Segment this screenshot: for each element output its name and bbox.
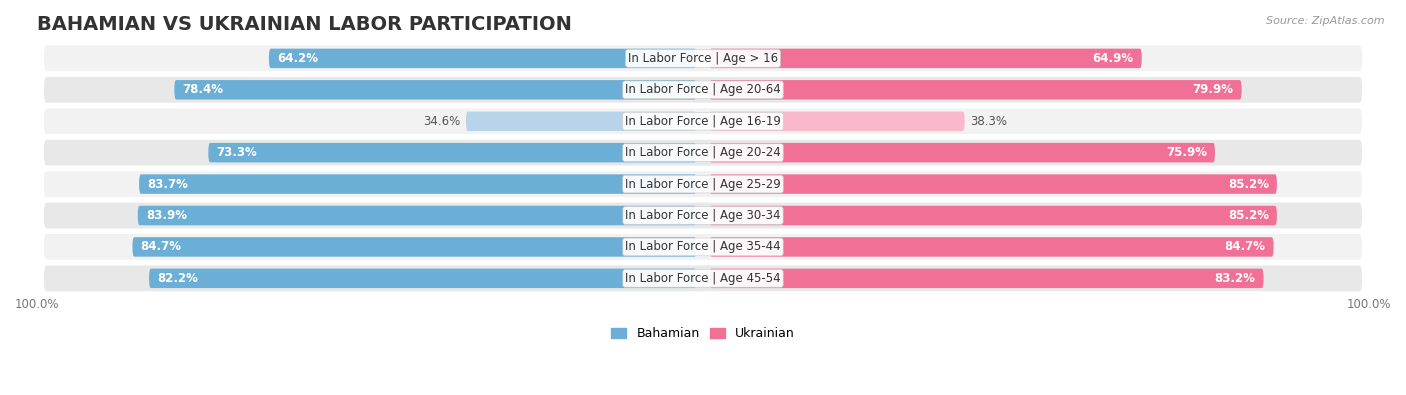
Text: BAHAMIAN VS UKRAINIAN LABOR PARTICIPATION: BAHAMIAN VS UKRAINIAN LABOR PARTICIPATIO… [37, 15, 572, 34]
Text: Source: ZipAtlas.com: Source: ZipAtlas.com [1267, 16, 1385, 26]
FancyBboxPatch shape [132, 237, 696, 257]
Text: 83.7%: 83.7% [148, 178, 188, 190]
Text: 78.4%: 78.4% [183, 83, 224, 96]
FancyBboxPatch shape [44, 234, 1362, 260]
FancyBboxPatch shape [174, 80, 696, 100]
Text: In Labor Force | Age 45-54: In Labor Force | Age 45-54 [626, 272, 780, 285]
Text: 83.2%: 83.2% [1215, 272, 1256, 285]
FancyBboxPatch shape [710, 174, 1277, 194]
Text: In Labor Force | Age 25-29: In Labor Force | Age 25-29 [626, 178, 780, 190]
FancyBboxPatch shape [710, 80, 1241, 100]
FancyBboxPatch shape [149, 269, 696, 288]
FancyBboxPatch shape [710, 237, 1274, 257]
FancyBboxPatch shape [710, 206, 1277, 225]
Text: 83.9%: 83.9% [146, 209, 187, 222]
FancyBboxPatch shape [465, 111, 696, 131]
Text: 38.3%: 38.3% [970, 115, 1007, 128]
Text: 85.2%: 85.2% [1227, 178, 1268, 190]
FancyBboxPatch shape [269, 49, 696, 68]
FancyBboxPatch shape [710, 269, 1264, 288]
Text: 75.9%: 75.9% [1166, 146, 1206, 159]
FancyBboxPatch shape [44, 140, 1362, 166]
FancyBboxPatch shape [44, 171, 1362, 197]
Text: 79.9%: 79.9% [1192, 83, 1233, 96]
Text: 64.9%: 64.9% [1092, 52, 1133, 65]
FancyBboxPatch shape [138, 206, 696, 225]
Text: 84.7%: 84.7% [1225, 241, 1265, 254]
Text: 85.2%: 85.2% [1227, 209, 1268, 222]
Text: 34.6%: 34.6% [423, 115, 461, 128]
Text: In Labor Force | Age 20-64: In Labor Force | Age 20-64 [626, 83, 780, 96]
FancyBboxPatch shape [44, 203, 1362, 228]
FancyBboxPatch shape [44, 265, 1362, 291]
FancyBboxPatch shape [139, 174, 696, 194]
FancyBboxPatch shape [44, 77, 1362, 103]
FancyBboxPatch shape [710, 49, 1142, 68]
Text: 73.3%: 73.3% [217, 146, 257, 159]
Legend: Bahamian, Ukrainian: Bahamian, Ukrainian [606, 322, 800, 345]
Text: In Labor Force | Age > 16: In Labor Force | Age > 16 [628, 52, 778, 65]
Text: In Labor Force | Age 35-44: In Labor Force | Age 35-44 [626, 241, 780, 254]
Text: In Labor Force | Age 30-34: In Labor Force | Age 30-34 [626, 209, 780, 222]
FancyBboxPatch shape [710, 143, 1215, 162]
FancyBboxPatch shape [208, 143, 696, 162]
Text: 82.2%: 82.2% [157, 272, 198, 285]
FancyBboxPatch shape [44, 45, 1362, 71]
Text: 64.2%: 64.2% [277, 52, 318, 65]
FancyBboxPatch shape [44, 108, 1362, 134]
Text: In Labor Force | Age 16-19: In Labor Force | Age 16-19 [626, 115, 780, 128]
Text: 84.7%: 84.7% [141, 241, 181, 254]
Text: In Labor Force | Age 20-24: In Labor Force | Age 20-24 [626, 146, 780, 159]
FancyBboxPatch shape [710, 111, 965, 131]
